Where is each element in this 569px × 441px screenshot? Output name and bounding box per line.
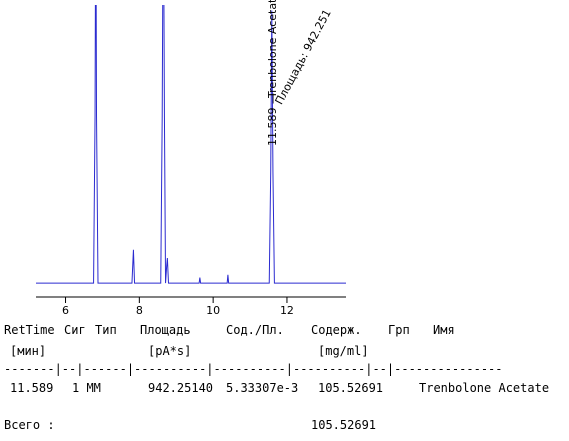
row-cell: 942.25140 bbox=[148, 381, 214, 395]
total-label: Всего : bbox=[4, 418, 55, 432]
row-cell: 11.589 bbox=[10, 381, 54, 395]
area-label: Площадь: 942.251 bbox=[273, 7, 334, 107]
unit-cell: [мин] bbox=[10, 344, 47, 358]
row-cell: 1 MM bbox=[72, 381, 101, 395]
unit-cell: [mg/ml] bbox=[318, 344, 369, 358]
x-tick-label: 6 bbox=[62, 304, 69, 317]
separator: -------|--|------|----------|----------|… bbox=[4, 362, 503, 376]
header-cell: Имя bbox=[433, 323, 455, 337]
x-tick-label: 10 bbox=[206, 304, 220, 317]
row-cell: 5.33307e-3 bbox=[226, 381, 299, 395]
row-cell: 105.52691 bbox=[318, 381, 384, 395]
x-tick-label: 8 bbox=[136, 304, 143, 317]
peak-label: 11.589 — bbox=[266, 93, 279, 146]
header-cell: Содерж. bbox=[311, 323, 362, 337]
header-cell: Сод./Пл. bbox=[226, 323, 284, 337]
header-cell: Сиг bbox=[64, 323, 86, 337]
chromatogram: 6 8 10 12 11.589 —Trenbolone AcetateПлощадь:… bbox=[36, 0, 346, 317]
header-cell: Площадь bbox=[140, 323, 191, 337]
total-value: 105.52691 bbox=[311, 418, 377, 432]
peak-name: Trenbolone Acetate bbox=[266, 0, 279, 99]
row-cell: Trenbolone Acetate bbox=[419, 381, 550, 395]
header-cell: Грп bbox=[388, 323, 410, 337]
chromatogram-trace bbox=[36, 5, 346, 284]
header-cell: RetTime bbox=[4, 323, 55, 337]
x-tick-label: 12 bbox=[280, 304, 294, 317]
header-cell: Тип bbox=[95, 323, 117, 337]
unit-cell: [pA*s] bbox=[148, 344, 192, 358]
